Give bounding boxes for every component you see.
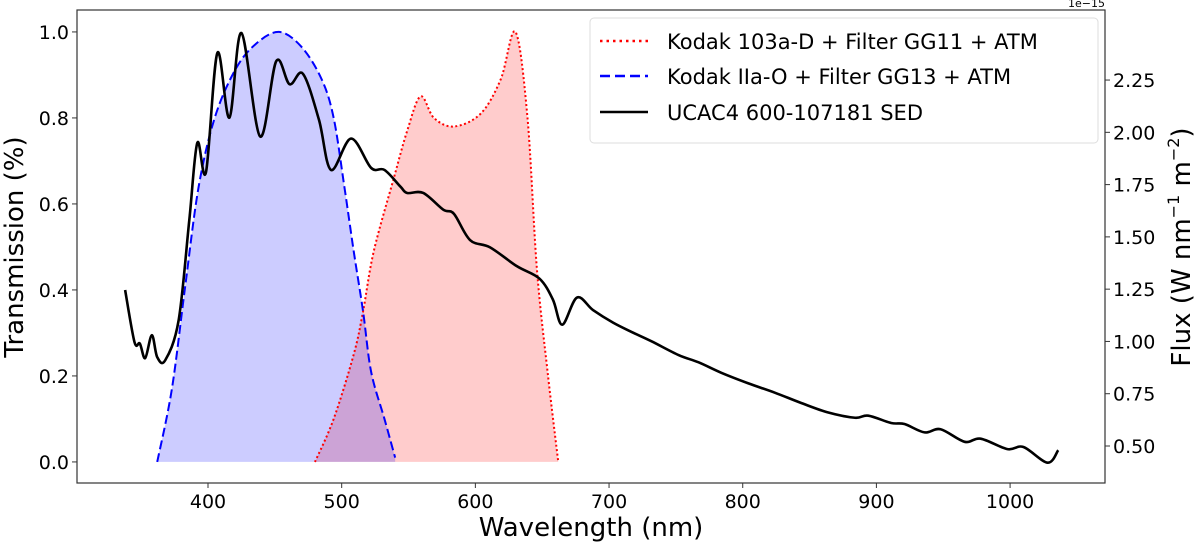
series-0-line bbox=[314, 30, 560, 463]
right-y-tick-label: 1.00 bbox=[1113, 331, 1155, 353]
right-y-axis-label: Flux (W nm−1 m−2) bbox=[1164, 127, 1197, 366]
right-y-tick-label: 2.25 bbox=[1113, 70, 1155, 92]
left-y-tick-label: 0.8 bbox=[39, 108, 69, 130]
right-y-tick-label: 1.75 bbox=[1113, 175, 1155, 197]
x-tick-label: 700 bbox=[591, 491, 627, 513]
filter-fills bbox=[157, 31, 559, 462]
legend-label-0: Kodak 103a-D + Filter GG11 + ATM bbox=[667, 30, 1038, 54]
series-lines bbox=[123, 30, 1060, 465]
right-y-axis: 0.50 0.75 1.00 1.25 1.50 1.75 2.00 2.25 bbox=[1105, 70, 1155, 458]
legend: Kodak 103a-D + Filter GG11 + ATM Kodak I… bbox=[589, 17, 1099, 144]
legend-label-2: UCAC4 600-107181 SED bbox=[667, 101, 923, 125]
x-tick-label: 1000 bbox=[986, 491, 1034, 513]
x-tick-label: 400 bbox=[190, 491, 226, 513]
right-y-tick-label: 1.50 bbox=[1113, 227, 1155, 249]
x-axis-label: Wavelength (nm) bbox=[479, 513, 704, 543]
x-tick-label: 500 bbox=[324, 491, 360, 513]
right-y-tick-label: 0.50 bbox=[1113, 436, 1155, 458]
left-y-tick-label: 0.4 bbox=[39, 280, 69, 302]
left-y-tick-label: 0.6 bbox=[39, 194, 69, 216]
series-2-line bbox=[123, 31, 1060, 465]
series-1-fill bbox=[157, 31, 396, 462]
right-y-tick-label: 0.75 bbox=[1113, 384, 1155, 406]
left-y-tick-label: 0.2 bbox=[39, 366, 69, 388]
x-tick-label: 800 bbox=[725, 491, 761, 513]
left-y-axis-label: Transmission (%) bbox=[0, 136, 30, 358]
series-0-fill bbox=[314, 31, 559, 462]
right-y-tick-label: 2.00 bbox=[1113, 122, 1155, 144]
left-y-axis: 0.0 0.2 0.4 0.6 0.8 1.0 bbox=[39, 22, 77, 474]
left-y-tick-label: 0.0 bbox=[39, 452, 69, 474]
legend-box bbox=[589, 17, 1099, 144]
x-tick-label: 600 bbox=[457, 491, 493, 513]
series-1-line bbox=[156, 30, 397, 463]
x-axis: 400 500 600 700 800 900 1000 bbox=[190, 483, 1034, 513]
right-y-tick-label: 1.25 bbox=[1113, 279, 1155, 301]
right-axis-offset-text: 1e−15 bbox=[1068, 0, 1105, 10]
legend-label-1: Kodak IIa-O + Filter GG13 + ATM bbox=[667, 65, 1011, 89]
x-tick-label: 900 bbox=[858, 491, 894, 513]
left-y-tick-label: 1.0 bbox=[39, 22, 69, 44]
plot-frame bbox=[76, 9, 1106, 484]
